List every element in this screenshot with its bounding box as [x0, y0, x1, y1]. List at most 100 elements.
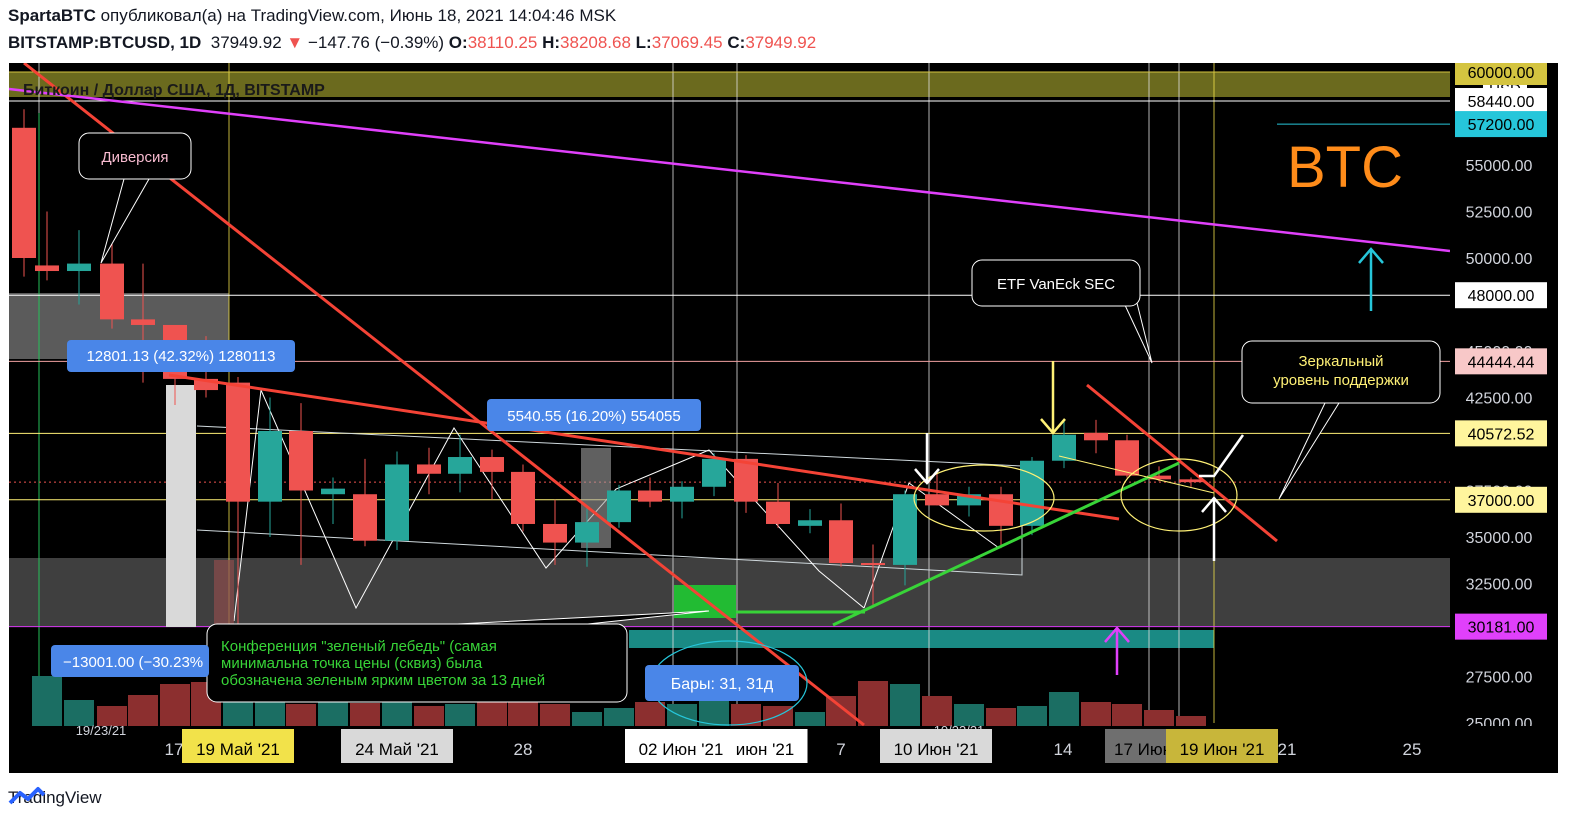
callout-etf-text: ETF VanEck SEC [997, 276, 1115, 293]
candle-body[interactable] [480, 457, 504, 472]
callout-conf-text-3: обозначена зеленым ярким цветом за 13 дн… [221, 672, 545, 689]
candle-body[interactable] [575, 522, 599, 543]
candle-body[interactable] [417, 464, 441, 474]
candle-body[interactable] [1147, 475, 1171, 480]
price-label-tag[interactable] [1455, 420, 1547, 447]
volume-bar [128, 695, 158, 726]
candle-body[interactable] [1115, 440, 1139, 476]
price-axis[interactable] [1450, 63, 1558, 773]
measure-label-2[interactable] [487, 399, 701, 431]
arrow-diag-white [1199, 434, 1245, 478]
candle-body[interactable] [67, 263, 91, 272]
candle-body[interactable] [543, 523, 567, 543]
candle-body[interactable] [1052, 434, 1076, 461]
arrow-up-magenta-head [1104, 626, 1130, 643]
price-label-tag[interactable] [1455, 486, 1547, 513]
candle-body[interactable] [511, 471, 535, 524]
x-label-tag[interactable] [880, 729, 992, 763]
btc-big-label: BTC [1287, 135, 1403, 200]
callout-etf[interactable] [971, 259, 1141, 307]
candle-body[interactable] [258, 430, 282, 502]
candle-body[interactable] [194, 378, 218, 391]
volume-bar [699, 701, 729, 726]
volume-bar [1017, 706, 1047, 726]
y-tick-label: 55000.00 [1466, 158, 1533, 175]
candle-body[interactable] [638, 490, 662, 502]
ellipse-highlight-2 [1120, 458, 1238, 532]
x-tick-label: июн '21 [736, 740, 795, 759]
volume-bar [858, 681, 888, 726]
callout-pointer-diversion [100, 178, 150, 264]
candle-body[interactable] [1084, 432, 1108, 441]
bars-count-text: Бары: 31, 31д [671, 676, 774, 693]
chart-area[interactable]: Диверсия ETF VanEck SEC Зеркальный уровень … [9, 63, 1558, 773]
price-label-text: 57200.00 [1468, 117, 1535, 134]
candle-body[interactable] [957, 494, 981, 506]
tradingview-logo-icon[interactable] [8, 785, 46, 807]
price-change: −147.76 (−0.39%) [307, 33, 445, 52]
y-tick-label: 35000.00 [1466, 530, 1533, 547]
measure-label-3[interactable] [51, 645, 209, 677]
candle-body[interactable] [35, 265, 59, 272]
x-label-tag[interactable] [1166, 729, 1278, 763]
close-value: 37949.92 [745, 33, 817, 52]
price-label-tag[interactable] [1455, 111, 1547, 138]
candle-body[interactable] [131, 319, 155, 325]
callout-diversion[interactable] [78, 132, 192, 180]
y-tick-label: 42500.00 [1466, 391, 1533, 408]
callout-mirror-text-1: Зеркальный [1299, 353, 1384, 370]
candle-body[interactable] [1179, 479, 1203, 483]
price-label-tag[interactable] [1455, 613, 1547, 640]
candle-body[interactable] [12, 127, 36, 258]
volume-bar [445, 704, 475, 726]
bars-count-label[interactable] [645, 665, 799, 701]
x-label-tag[interactable] [625, 729, 737, 763]
price-label-tag[interactable] [1455, 88, 1547, 115]
candle-body[interactable] [353, 494, 377, 541]
wave-pattern-2 [863, 482, 1000, 609]
candle-body[interactable] [448, 457, 472, 474]
trend-line-magenta [9, 87, 1451, 253]
author-name[interactable]: SpartaBTC [8, 6, 96, 25]
candle-body[interactable] [893, 494, 917, 565]
candle-body[interactable] [798, 520, 822, 526]
candle-body[interactable] [289, 430, 313, 491]
x-label-tag[interactable] [182, 729, 294, 763]
volume-bar [635, 702, 665, 726]
candle-body[interactable] [734, 458, 758, 502]
candle-body[interactable] [702, 458, 726, 487]
x-tick-label: 7 [836, 740, 845, 759]
candle-body[interactable] [321, 488, 345, 495]
candle-body[interactable] [861, 563, 885, 566]
x-label-tag[interactable] [722, 729, 808, 763]
volume-bar [795, 712, 825, 726]
chart-svg[interactable]: Диверсия ETF VanEck SEC Зеркальный уровень … [9, 63, 1558, 773]
candle-body[interactable] [925, 494, 949, 506]
candle-body[interactable] [670, 486, 694, 502]
volume-bar [286, 704, 316, 726]
candle-body[interactable] [385, 464, 409, 541]
volume-bar [1112, 704, 1142, 726]
price-label-tag[interactable] [1455, 282, 1547, 309]
candle-body[interactable] [766, 501, 790, 524]
candle-body[interactable] [226, 382, 250, 502]
volume-bar [826, 696, 856, 726]
brand-name[interactable]: TradingView [8, 788, 102, 807]
x-label-tag[interactable] [341, 729, 453, 763]
candle-body[interactable] [1020, 460, 1044, 526]
candle-body[interactable] [607, 490, 631, 523]
measure-label-1[interactable] [67, 340, 295, 372]
price-label-text: 48000.00 [1468, 288, 1535, 305]
volume-bar [97, 706, 127, 726]
chart-title: Биткоин / Доллар США, 1Д, BITSTAMP [23, 82, 325, 99]
candle-body[interactable] [100, 263, 124, 320]
symbol-label: BITSTAMP:BTCUSD, 1D [8, 33, 202, 52]
callout-conf-text-1: Конференция "зеленый лебедь" (самая [221, 638, 497, 655]
price-label-tag[interactable] [1455, 348, 1547, 375]
callout-mirror[interactable] [1241, 340, 1441, 404]
price-label-tag[interactable] [1455, 63, 1547, 85]
candle-body[interactable] [829, 520, 853, 564]
measure-box-1 [166, 385, 196, 627]
volume-bar [64, 700, 94, 726]
price-label-text: 37000.00 [1468, 493, 1535, 510]
